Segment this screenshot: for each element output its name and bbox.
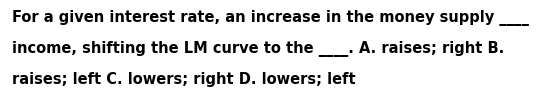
Text: For a given interest rate, an increase in the money supply ____: For a given interest rate, an increase i… — [12, 10, 529, 26]
Text: raises; left C. lowers; right D. lowers; left: raises; left C. lowers; right D. lowers;… — [12, 72, 355, 87]
Text: income, shifting the LM curve to the ____. A. raises; right B.: income, shifting the LM curve to the ___… — [12, 41, 504, 57]
